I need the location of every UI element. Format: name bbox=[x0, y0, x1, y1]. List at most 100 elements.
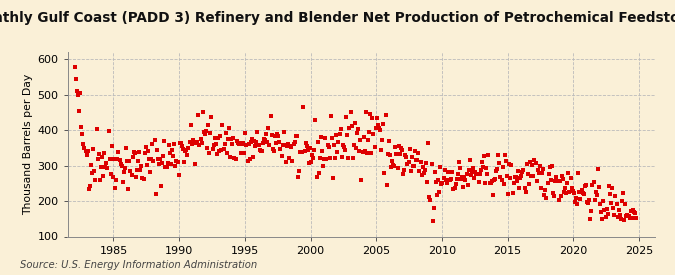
Point bbox=[460, 178, 471, 182]
Point bbox=[223, 136, 234, 141]
Point bbox=[516, 174, 526, 178]
Point bbox=[378, 122, 389, 127]
Point bbox=[354, 149, 364, 153]
Point bbox=[244, 156, 255, 161]
Point bbox=[113, 150, 124, 154]
Point bbox=[193, 112, 204, 117]
Point bbox=[176, 144, 187, 148]
Point bbox=[125, 169, 136, 173]
Point bbox=[232, 141, 243, 145]
Point bbox=[457, 175, 468, 179]
Point bbox=[524, 160, 535, 164]
Point bbox=[619, 217, 630, 222]
Point bbox=[533, 171, 544, 175]
Point bbox=[313, 140, 323, 144]
Point bbox=[330, 156, 341, 160]
Point bbox=[398, 171, 408, 176]
Point bbox=[469, 176, 480, 180]
Point bbox=[165, 150, 176, 155]
Point bbox=[319, 156, 329, 161]
Point bbox=[272, 131, 283, 136]
Point bbox=[348, 143, 359, 147]
Point bbox=[496, 178, 507, 183]
Point bbox=[618, 190, 628, 195]
Point bbox=[342, 133, 352, 138]
Point bbox=[341, 115, 352, 119]
Point bbox=[101, 161, 112, 165]
Point bbox=[512, 169, 523, 173]
Point bbox=[524, 182, 535, 187]
Point bbox=[292, 175, 303, 179]
Point bbox=[321, 156, 332, 161]
Point bbox=[239, 151, 250, 155]
Point bbox=[124, 159, 135, 163]
Point bbox=[482, 172, 493, 176]
Point bbox=[360, 109, 371, 114]
Point bbox=[252, 130, 263, 134]
Point bbox=[566, 186, 577, 190]
Point bbox=[78, 142, 89, 147]
Point bbox=[198, 130, 209, 134]
Point bbox=[318, 164, 329, 168]
Point bbox=[344, 126, 355, 131]
Point bbox=[278, 130, 289, 134]
Point bbox=[561, 191, 572, 195]
Point bbox=[438, 175, 449, 180]
Point bbox=[345, 110, 356, 114]
Point bbox=[522, 172, 533, 176]
Point bbox=[563, 171, 574, 175]
Point bbox=[459, 175, 470, 179]
Point bbox=[626, 215, 637, 220]
Point bbox=[91, 127, 102, 131]
Point bbox=[246, 137, 257, 141]
Point bbox=[426, 162, 437, 167]
Point bbox=[608, 205, 619, 210]
Point bbox=[139, 151, 150, 156]
Point bbox=[579, 184, 590, 188]
Point bbox=[434, 189, 445, 194]
Point bbox=[484, 181, 495, 185]
Point bbox=[336, 155, 347, 159]
Point bbox=[343, 156, 354, 160]
Point bbox=[359, 148, 370, 153]
Point bbox=[276, 154, 287, 158]
Point bbox=[449, 186, 460, 191]
Point bbox=[355, 138, 366, 142]
Point bbox=[547, 191, 558, 196]
Point bbox=[116, 164, 127, 168]
Point bbox=[209, 142, 219, 147]
Point bbox=[408, 164, 418, 168]
Point bbox=[267, 147, 278, 152]
Point bbox=[424, 194, 435, 199]
Point bbox=[479, 153, 489, 158]
Point bbox=[148, 159, 159, 163]
Point bbox=[399, 168, 410, 173]
Point bbox=[149, 138, 160, 142]
Point bbox=[188, 138, 198, 142]
Point bbox=[225, 137, 236, 141]
Point bbox=[356, 178, 367, 183]
Point bbox=[556, 193, 566, 198]
Point bbox=[392, 166, 403, 170]
Point bbox=[443, 170, 454, 174]
Point bbox=[256, 148, 267, 153]
Point bbox=[153, 162, 164, 166]
Point bbox=[572, 202, 583, 206]
Point bbox=[70, 77, 81, 81]
Point bbox=[447, 170, 458, 174]
Point bbox=[165, 161, 176, 166]
Point bbox=[335, 127, 346, 131]
Point bbox=[556, 174, 567, 178]
Point bbox=[82, 148, 93, 153]
Point bbox=[230, 157, 241, 161]
Point bbox=[264, 143, 275, 147]
Point bbox=[573, 170, 584, 175]
Point bbox=[274, 139, 285, 144]
Point bbox=[286, 145, 297, 149]
Point bbox=[597, 217, 608, 221]
Point bbox=[501, 159, 512, 163]
Point bbox=[277, 143, 288, 147]
Point bbox=[315, 134, 326, 139]
Point bbox=[625, 209, 636, 214]
Point bbox=[614, 213, 625, 218]
